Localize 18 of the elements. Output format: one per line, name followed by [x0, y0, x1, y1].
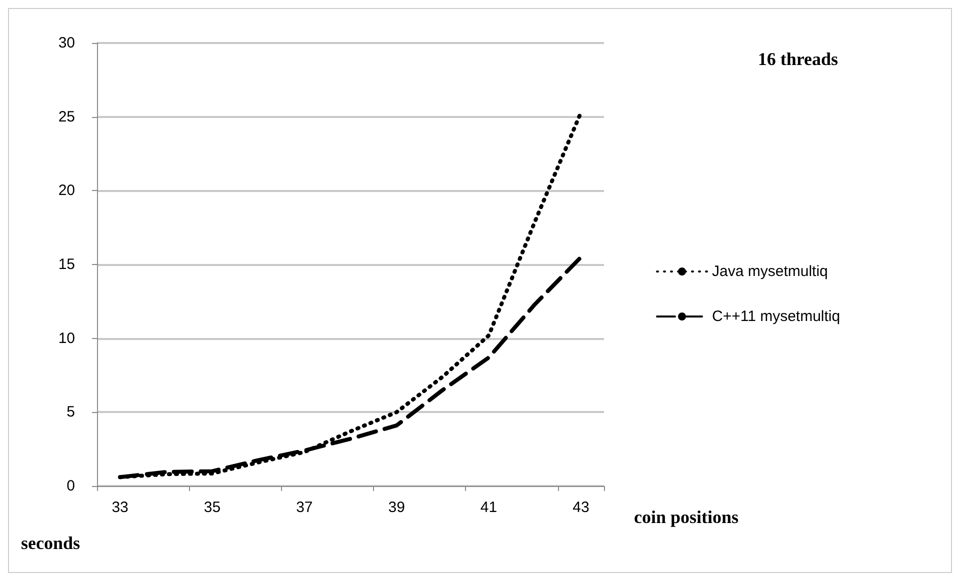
y-tick-label: 10	[58, 330, 75, 347]
x-tick-label: 39	[388, 499, 405, 516]
x-tick-label: 41	[480, 499, 498, 516]
x-tick-label: 33	[112, 499, 128, 516]
x-tick-label: 43	[572, 499, 590, 516]
text: 16 threads	[758, 49, 838, 69]
y-tick-label: 0	[66, 478, 75, 494]
y-tick-label: 5	[66, 404, 75, 421]
y-axis-title: seconds	[21, 533, 80, 553]
y-tick-label: 30	[58, 34, 75, 52]
x-tick-label: 37	[296, 499, 313, 516]
y-tick-label: 25	[58, 108, 75, 126]
x-tick-label: 35	[204, 499, 221, 516]
y-tick-label: 15	[58, 256, 75, 273]
legend-label: Java mysetmultiq	[712, 263, 828, 280]
y-tick-label: 20	[58, 182, 75, 200]
x-axis-title: coin positions	[634, 507, 739, 527]
legend-label: C++11 mysetmultiq	[712, 308, 840, 325]
